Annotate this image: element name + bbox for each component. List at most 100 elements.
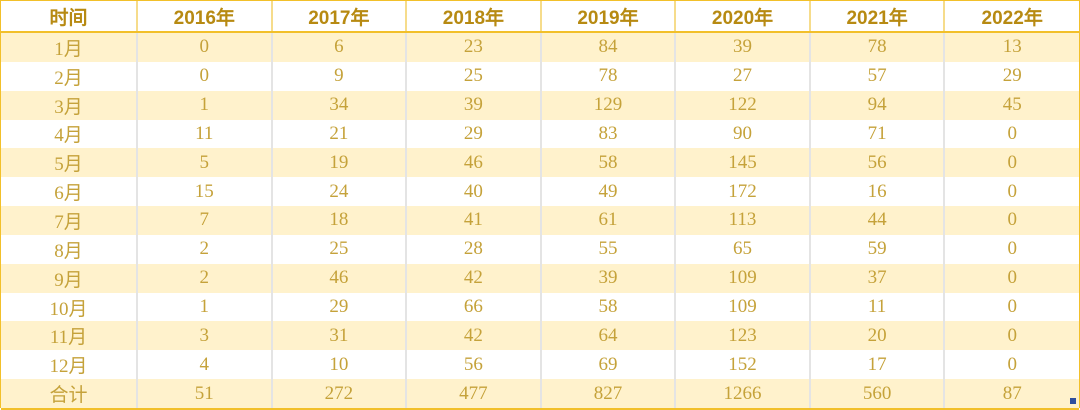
table-cell: 13 [944,32,1079,62]
row-label-cell: 10月 [1,292,138,322]
table-cell: 0 [944,321,1079,351]
row-label-cell: 1月 [1,32,138,62]
table-cell: 0 [944,206,1079,235]
table-cell: 109 [675,263,811,293]
table-cell: 45 [944,90,1079,120]
row-label-cell: 12月 [1,350,138,380]
row-label-cell: 11月 [1,321,138,351]
header-cell-2016: 2016年 [137,1,273,33]
header-cell-2018: 2018年 [406,1,542,33]
table-cell: 16 [809,177,946,207]
table-cell: 51 [137,379,273,410]
table-cell: 56 [406,350,542,380]
table-cell: 2 [137,234,273,264]
row-label-cell: 3月 [1,90,138,120]
table-cell: 39 [540,263,677,293]
table-cell: 9 [271,61,408,91]
table-cell: 11 [809,292,946,322]
table-row: 7月 7 18 41 61 113 44 0 [1,206,1079,235]
table-cell: 152 [675,350,811,380]
table-cell: 71 [809,119,946,149]
table-cell: 24 [271,177,408,207]
table-cell: 123 [675,321,811,351]
table-cell: 41 [406,206,542,235]
row-label-cell: 8月 [1,234,138,264]
row-label-cell: 9月 [1,263,138,293]
table-cell: 66 [406,292,542,322]
row-label-cell: 4月 [1,119,138,149]
table-cell: 49 [540,177,677,207]
table-cell: 55 [540,234,677,264]
table-body: 1月 0 6 23 84 39 78 13 2月 0 9 25 78 27 57 29 3月 1 34 39 129 12… [1,32,1079,410]
table-row: 2月 0 9 25 78 27 57 29 [1,61,1079,91]
header-row: 时间 2016年 2017年 2018年 2019年 2020年 2021年 2… [1,1,1079,33]
table-cell: 31 [271,321,408,351]
row-label-cell: 2月 [1,61,138,91]
table-cell: 3 [137,321,273,351]
table-cell: 29 [271,292,408,322]
table-row: 5月 5 19 46 58 145 56 0 [1,148,1079,178]
table-cell: 29 [406,119,542,149]
table-cell: 129 [540,90,677,120]
row-label-cell: 合计 [1,379,138,410]
table-cell: 61 [540,206,677,235]
table-row: 12月 4 10 56 69 152 17 0 [1,350,1079,380]
table-row: 3月 1 34 39 129 122 94 45 [1,90,1079,120]
header-cell-2021: 2021年 [809,1,946,33]
table-cell: 44 [809,206,946,235]
table-cell: 37 [809,263,946,293]
table-cell: 1 [137,292,273,322]
table-cell: 827 [540,379,677,410]
table-cell: 84 [540,32,677,62]
table-cell: 0 [944,177,1079,207]
table-cell: 5 [137,148,273,178]
header-cell-time: 时间 [1,1,138,33]
table-row: 1月 0 6 23 84 39 78 13 [1,32,1079,62]
table-row: 4月 11 21 29 83 90 71 0 [1,119,1079,149]
header-cell-2019: 2019年 [540,1,677,33]
table-cell: 11 [137,119,273,149]
table-cell: 58 [540,292,677,322]
table-cell: 78 [809,32,946,62]
table-cell: 39 [675,32,811,62]
table-cell: 27 [675,61,811,91]
total-row: 合计 51 272 477 827 1266 560 87 [1,379,1079,410]
table-cell: 0 [137,61,273,91]
table-cell: 1 [137,90,273,120]
table-cell: 58 [540,148,677,178]
resize-handle[interactable] [1070,398,1076,404]
row-label-cell: 6月 [1,177,138,207]
table-cell: 46 [271,263,408,293]
table-cell: 42 [406,263,542,293]
table-row: 11月 3 31 42 64 123 20 0 [1,321,1079,351]
table-row: 9月 2 46 42 39 109 37 0 [1,263,1079,293]
table-cell: 42 [406,321,542,351]
table-cell: 109 [675,292,811,322]
table-cell: 56 [809,148,946,178]
table-cell: 272 [271,379,408,410]
table-cell: 6 [271,32,408,62]
table-cell: 25 [271,234,408,264]
table-cell: 87 [944,379,1079,410]
table-cell: 4 [137,350,273,380]
table-cell: 64 [540,321,677,351]
table-cell: 78 [540,61,677,91]
table-cell: 2 [137,263,273,293]
table-cell: 113 [675,206,811,235]
table-cell: 90 [675,119,811,149]
header-cell-2022: 2022年 [944,1,1079,33]
table-cell: 19 [271,148,408,178]
header-cell-2017: 2017年 [271,1,408,33]
table-cell: 0 [944,292,1079,322]
table-cell: 57 [809,61,946,91]
table-cell: 69 [540,350,677,380]
table-cell: 172 [675,177,811,207]
table-cell: 59 [809,234,946,264]
table-cell: 46 [406,148,542,178]
table-cell: 10 [271,350,408,380]
table-cell: 15 [137,177,273,207]
table-row: 10月 1 29 66 58 109 11 0 [1,292,1079,322]
row-label-cell: 5月 [1,148,138,178]
